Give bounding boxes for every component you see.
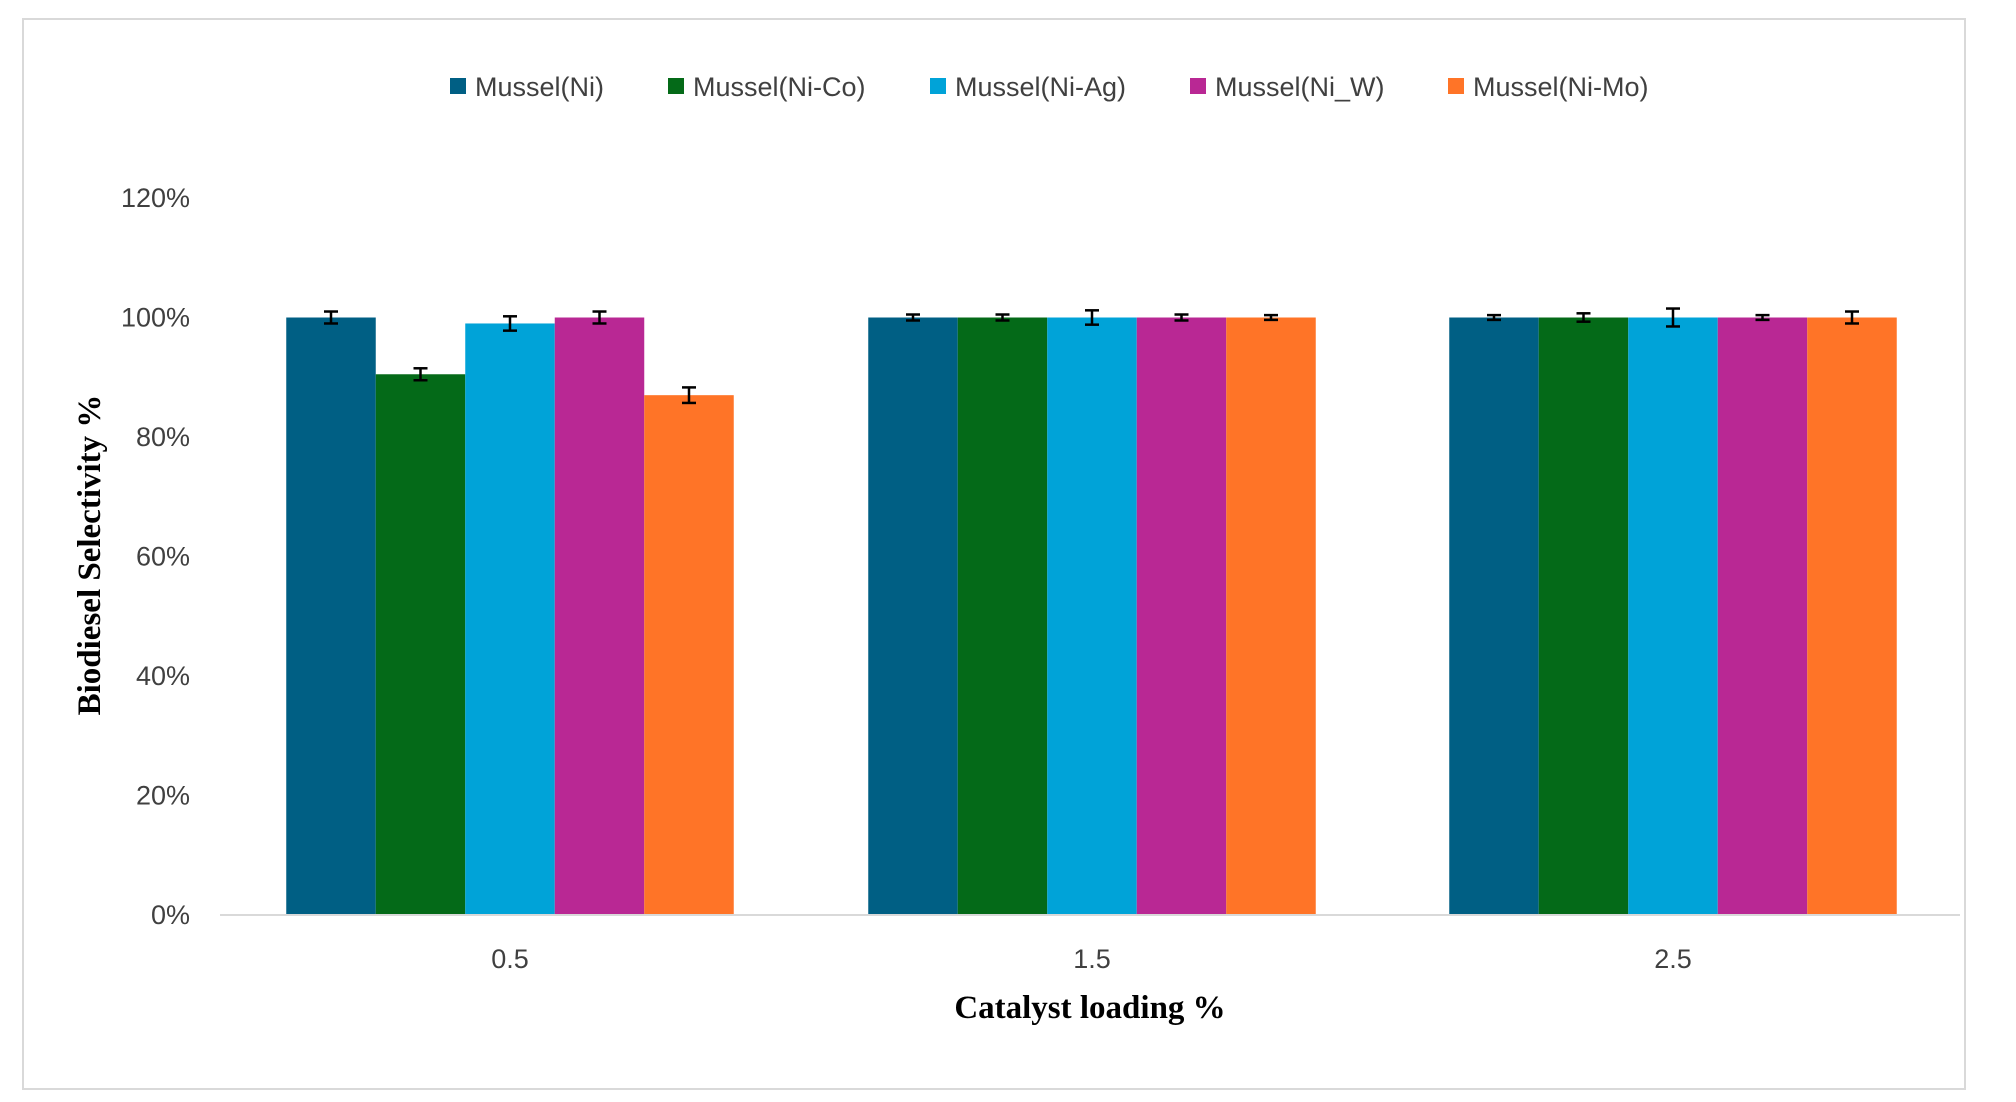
error-bar [1174, 313, 1189, 322]
x-tick-label: 2.5 [1654, 944, 1692, 974]
legend-item: Mussel(Ni) [450, 72, 604, 102]
legend-label: Mussel(Ni) [475, 72, 604, 102]
y-tick-label: 60% [136, 542, 190, 572]
bar [1136, 317, 1227, 915]
y-axis-ticks: 0% 20% 40% 60% 80% 100% 120% [121, 183, 190, 930]
y-tick-label: 80% [136, 422, 190, 452]
legend: Mussel(Ni) Mussel(Ni-Co) Mussel(Ni-Ag) Muss… [450, 72, 1649, 102]
bar [1047, 317, 1137, 915]
x-tick-label: 1.5 [1073, 944, 1111, 974]
error-bar [1085, 309, 1099, 326]
legend-swatch [930, 78, 946, 94]
bars [286, 317, 1897, 916]
bar [286, 317, 376, 915]
y-tick-label: 100% [121, 303, 190, 333]
error-bar [324, 310, 338, 325]
error-bar [1845, 310, 1859, 325]
y-tick-label: 40% [136, 661, 190, 691]
bar [957, 317, 1048, 915]
bar [1226, 317, 1316, 915]
y-tick-label: 120% [121, 183, 190, 213]
error-bar [1264, 313, 1278, 322]
x-axis-title: Catalyst loading % [954, 990, 1225, 1026]
x-axis-ticks: 0.5 1.5 2.5 [491, 944, 1692, 974]
bar [1807, 317, 1897, 915]
x-tick-label: 0.5 [491, 944, 529, 974]
error-bar [503, 315, 517, 332]
legend-item: Mussel(Ni-Ag) [930, 72, 1126, 102]
legend-swatch [1190, 78, 1206, 94]
legend-item: Mussel(Ni-Co) [668, 72, 866, 102]
error-bar [1487, 313, 1501, 322]
legend-swatch [450, 78, 466, 94]
legend-item: Mussel(Ni_W) [1190, 72, 1385, 102]
bar [868, 317, 958, 915]
legend-label: Mussel(Ni_W) [1215, 72, 1385, 102]
y-tick-label: 20% [136, 781, 190, 811]
error-bar [682, 386, 696, 405]
bar [1449, 317, 1539, 915]
bar [465, 323, 555, 916]
error-bar [592, 310, 607, 325]
error-bar [413, 367, 428, 382]
legend-swatch [1448, 78, 1464, 94]
bar [644, 395, 734, 915]
error-bar [1755, 313, 1770, 322]
legend-label: Mussel(Ni-Ag) [955, 72, 1126, 102]
bar [1628, 317, 1718, 915]
legend-swatch [668, 78, 684, 94]
bar [1717, 317, 1808, 915]
error-bar [1576, 312, 1591, 323]
bar [1538, 317, 1629, 915]
bar [375, 374, 466, 915]
legend-label: Mussel(Ni-Mo) [1473, 72, 1649, 102]
legend-label: Mussel(Ni-Co) [693, 72, 866, 102]
bar [554, 317, 645, 915]
y-tick-label: 0% [151, 900, 190, 930]
error-bar [906, 313, 920, 322]
y-axis-title: Biodiesel Selectivity % [72, 395, 108, 716]
error-bars [324, 307, 1859, 405]
legend-item: Mussel(Ni-Mo) [1448, 72, 1649, 102]
error-bar [1666, 307, 1680, 328]
error-bar [995, 313, 1010, 322]
